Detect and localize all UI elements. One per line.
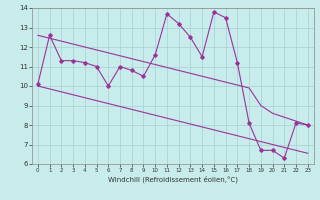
- X-axis label: Windchill (Refroidissement éolien,°C): Windchill (Refroidissement éolien,°C): [108, 176, 238, 183]
